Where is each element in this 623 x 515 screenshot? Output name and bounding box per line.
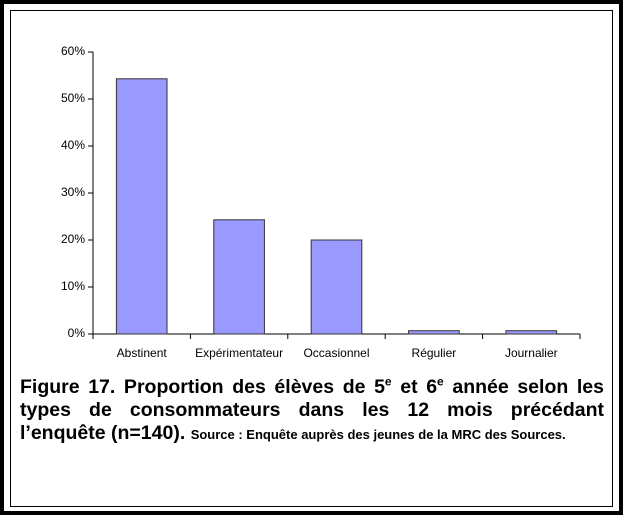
superscript: e bbox=[437, 374, 444, 389]
caption-text: et 6 bbox=[391, 376, 438, 398]
y-tick-label: 10% bbox=[61, 279, 85, 293]
y-tick-label: 60% bbox=[61, 44, 85, 58]
chart: 0% 10% 20% 30% 40% 50% 60% Abstinent Expérimenta… bbox=[61, 44, 581, 360]
y-tick-label: 0% bbox=[68, 326, 86, 340]
bar bbox=[408, 330, 460, 335]
source: Source : Enquête auprès des jeunes de la… bbox=[190, 427, 566, 442]
y-tick-label: 20% bbox=[61, 232, 85, 246]
x-tick-label: Journalier bbox=[505, 346, 558, 360]
bar bbox=[213, 219, 265, 335]
x-tick-label: Occasionnel bbox=[303, 346, 369, 360]
inner-frame bbox=[10, 10, 613, 507]
y-tick-label: 40% bbox=[61, 138, 85, 152]
bar bbox=[310, 239, 363, 335]
caption: Figure 17. Proportion des élèves de 5e e… bbox=[20, 376, 604, 446]
caption-text: année selon les types de consommateurs d… bbox=[20, 376, 604, 444]
x-tick-label: Régulier bbox=[412, 346, 457, 360]
superscript: e bbox=[384, 374, 392, 389]
caption-text: Figure 17. Proportion des élèves de 5 bbox=[20, 376, 385, 398]
x-tick-label: Expérimentateur bbox=[195, 346, 283, 360]
bar bbox=[505, 330, 558, 335]
x-tick-label: Abstinent bbox=[117, 346, 168, 360]
y-tick-label: 50% bbox=[61, 91, 85, 105]
y-tick-label: 30% bbox=[61, 185, 85, 199]
bar bbox=[115, 78, 168, 335]
